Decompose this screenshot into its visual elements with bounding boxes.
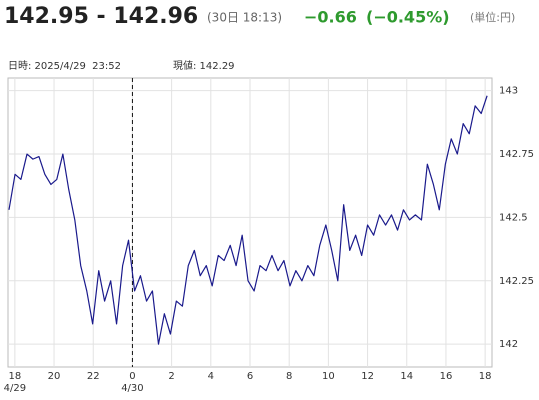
x-tick-label: 4 bbox=[208, 371, 214, 382]
x-tick-label: 18 bbox=[479, 371, 492, 382]
x-tick-label: 12 bbox=[361, 371, 374, 382]
time: (30日 18:13) bbox=[207, 11, 282, 25]
date-label: 4/29 bbox=[4, 383, 26, 394]
y-tick-label: 143 bbox=[499, 86, 518, 97]
x-tick-label: 16 bbox=[440, 371, 453, 382]
y-tick-label: 142.75 bbox=[499, 149, 534, 160]
x-tick-label: 8 bbox=[286, 371, 292, 382]
price: 142.95 - 142.96 bbox=[4, 4, 198, 29]
x-tick-label: 22 bbox=[87, 371, 100, 382]
x-tick-label: 18 bbox=[8, 371, 21, 382]
x-tick-label: 10 bbox=[322, 371, 335, 382]
change: −0.66 bbox=[304, 8, 357, 27]
y-tick-label: 142.25 bbox=[499, 276, 534, 287]
cursor-datetime: 日時: 2025/4/29 23:52 bbox=[8, 60, 121, 72]
y-tick-label: 142 bbox=[499, 339, 518, 350]
change-pct: (−0.45%) bbox=[366, 8, 450, 27]
x-tick-label: 0 bbox=[129, 371, 135, 382]
cursor-value: 現値: 142.29 bbox=[173, 59, 235, 72]
y-tick-label: 142.5 bbox=[499, 212, 528, 223]
unit: (単位:円) bbox=[470, 10, 515, 24]
x-tick-label: 6 bbox=[247, 371, 253, 382]
x-tick-label: 20 bbox=[48, 371, 61, 382]
price-line bbox=[8, 95, 488, 345]
x-tick-label: 2 bbox=[168, 371, 174, 382]
date-label: 4/30 bbox=[121, 383, 143, 394]
x-tick-label: 14 bbox=[400, 371, 413, 382]
